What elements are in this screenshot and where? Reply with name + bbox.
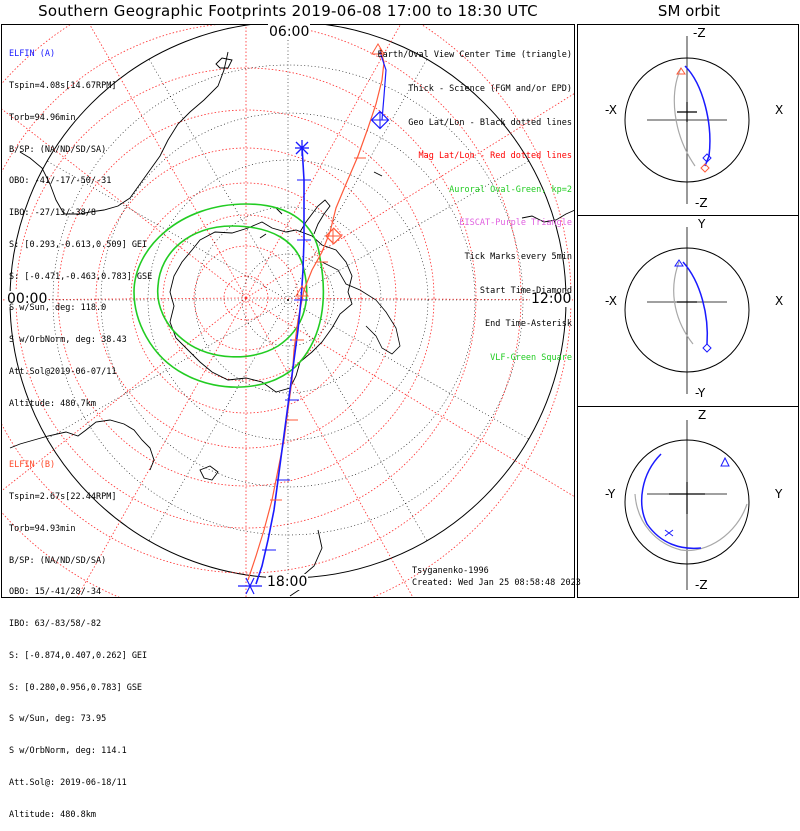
plot-title: Southern Geographic Footprints 2019-06-0… — [38, 2, 538, 20]
sm-panel-2-right-label: X — [775, 294, 784, 308]
legend-item: Start Time-Diamond — [479, 285, 572, 296]
elfin-b-line: IBO: 63/-83/58/-82 — [9, 619, 102, 630]
mag-lon-lines — [2, 25, 574, 597]
australia-coastline — [9, 419, 155, 471]
elfin-b-ticks — [270, 157, 366, 501]
elfin-a-view-triangle — [295, 285, 309, 297]
elfin-b-line: Tspin=2.67s[22.44RPM] — [9, 491, 117, 502]
legend-item: Auroral Oval-Green, kp=2 — [449, 184, 572, 195]
elfin-a-end-asterisk — [295, 140, 309, 156]
elfin-b-line: S: [0.280,0.956,0.783] GSE — [9, 682, 143, 693]
elfin-a-track — [379, 51, 387, 121]
sm-panel-3-top-label: Z — [698, 408, 707, 422]
elfin-b-start-diamond — [325, 227, 343, 245]
tasmania — [199, 465, 219, 481]
ice-shelf — [321, 261, 401, 355]
falkland-islands — [215, 57, 233, 69]
sm-plot-1 — [624, 36, 750, 204]
legend-item: Mag Lat/Lon - Red dotted lines — [418, 151, 572, 162]
sm-plot-2 — [624, 227, 750, 394]
elfin-a-line: Altitude: 480.7km — [9, 398, 96, 409]
islands-small — [259, 171, 383, 239]
elfin-a-line: IBO: -27/13/-38/8 — [9, 208, 96, 219]
legend-item: Geo Lat/Lon - Black dotted lines — [408, 117, 572, 128]
elfin-a-line: Torb=94.96min — [9, 112, 76, 123]
elfin-b-line: Torb=94.93min — [9, 523, 76, 534]
elfin-a-line: Att.Sol@2019-06-07/11 — [9, 367, 117, 377]
elfin-b-line: S w/OrbNorm, deg: 114.1 — [9, 746, 127, 757]
sm-panel-1-right-label: X — [775, 103, 784, 117]
africa-coastline — [521, 209, 574, 223]
south-america-coastline — [79, 51, 229, 215]
elfin-b-line: Att.Sol@: 2019-06-18/11 — [9, 778, 127, 788]
legend-item: Thick - Science (FGM and/or EPD) — [408, 84, 572, 95]
elfin-b-line: B/SP: (NA/ND/SD/SA) — [9, 555, 107, 566]
legend-item: Tick Marks every 5min — [464, 252, 572, 263]
elfin-a-line: OBO: -41/-17/-50/-31 — [9, 176, 112, 187]
legend-item: VLF-Green Square — [490, 352, 572, 363]
geo-lon-lines — [10, 25, 566, 578]
sm-panel-yz — [577, 406, 799, 598]
elfin-a-line: S w/OrbNorm, deg: 38.43 — [9, 335, 127, 346]
elfin-b-info: ELFIN (B) Tspin=2.67s[22.44RPM] Torb=94.… — [9, 439, 147, 831]
sm-panel-2-top-label: Y — [698, 217, 706, 231]
elfin-b-line: S: [-0.874,0.407,0.262] GEI — [9, 650, 148, 661]
hour-label-left: 00:00 — [6, 291, 49, 307]
sm-panel-1-left-label: -X — [605, 103, 617, 117]
sm-panel-2-bottom-label: -Y — [695, 386, 706, 400]
sm-panel-3-right-label: Y — [775, 487, 783, 501]
sm-plot-3 — [624, 420, 750, 590]
sm-orbit-title: SM orbit — [657, 2, 721, 20]
hour-label-top: 06:00 — [268, 24, 311, 40]
legend-item: End Time-Asterisk — [485, 319, 572, 330]
elfin-a-line: Tspin=4.08s[14.67RPM] — [9, 80, 117, 91]
elfin-a-line: S w/Sun, deg: 118.0 — [9, 303, 107, 314]
antarctic-peninsula — [299, 199, 331, 235]
model-label: Tsyganenko-1996 — [412, 566, 489, 576]
south-america-west — [19, 151, 80, 215]
created-label: Created: Wed Jan 25 08:58:48 2023 — [412, 578, 581, 588]
legend: Earth/Oval View Center Time (triangle) T… — [378, 28, 572, 375]
legend-item: EISCAT-Purple Triangle — [459, 218, 572, 229]
hour-label-bottom: 18:00 — [266, 574, 309, 590]
sm-panel-3-bottom-label: -Z — [695, 578, 708, 592]
elfin-a-line: B/SP: (NA/ND/SD/SA) — [9, 144, 107, 155]
auroral-oval — [133, 203, 325, 388]
elfin-a-track-science — [255, 145, 305, 585]
elfin-b-line: OBO: 15/-41/28/-34 — [9, 587, 102, 598]
elfin-b-line: Altitude: 480.8km — [9, 809, 96, 820]
elfin-a-header: ELFIN (A) — [9, 49, 56, 60]
sm-panel-2-left-label: -X — [605, 294, 617, 308]
elfin-a-info: ELFIN (A) Tspin=4.08s[14.67RPM] Torb=94.… — [9, 28, 152, 420]
elfin-b-line: S w/Sun, deg: 73.95 — [9, 714, 107, 725]
sm-orbit-plots — [624, 36, 750, 590]
antarctica-coastline — [169, 221, 353, 393]
elfin-b-header: ELFIN (B) — [9, 460, 56, 471]
elfin-a-line: S: [0.293,-0.613,0.509] GEI — [9, 239, 148, 250]
elfin-a-start-diamond — [370, 110, 390, 130]
elfin-b-view-triangle — [371, 43, 385, 55]
hour-label-right: 12:00 — [530, 291, 573, 307]
sm-panel-3-left-label: -Y — [605, 487, 616, 501]
elfin-b-track — [247, 47, 385, 581]
legend-item: Earth/Oval View Center Time (triangle) — [377, 50, 572, 61]
elfin-a-line: S: [-0.471,-0.463,0.783] GSE — [9, 271, 153, 282]
sm-panel-1-top-label: -Z — [693, 26, 706, 40]
sm-panel-1-bottom-label: -Z — [695, 196, 708, 210]
bottom-markers — [238, 577, 262, 595]
